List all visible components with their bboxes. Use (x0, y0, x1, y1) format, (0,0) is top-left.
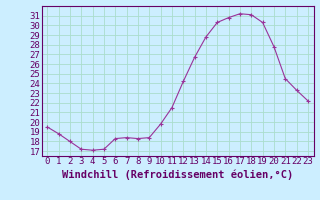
X-axis label: Windchill (Refroidissement éolien,°C): Windchill (Refroidissement éolien,°C) (62, 169, 293, 180)
